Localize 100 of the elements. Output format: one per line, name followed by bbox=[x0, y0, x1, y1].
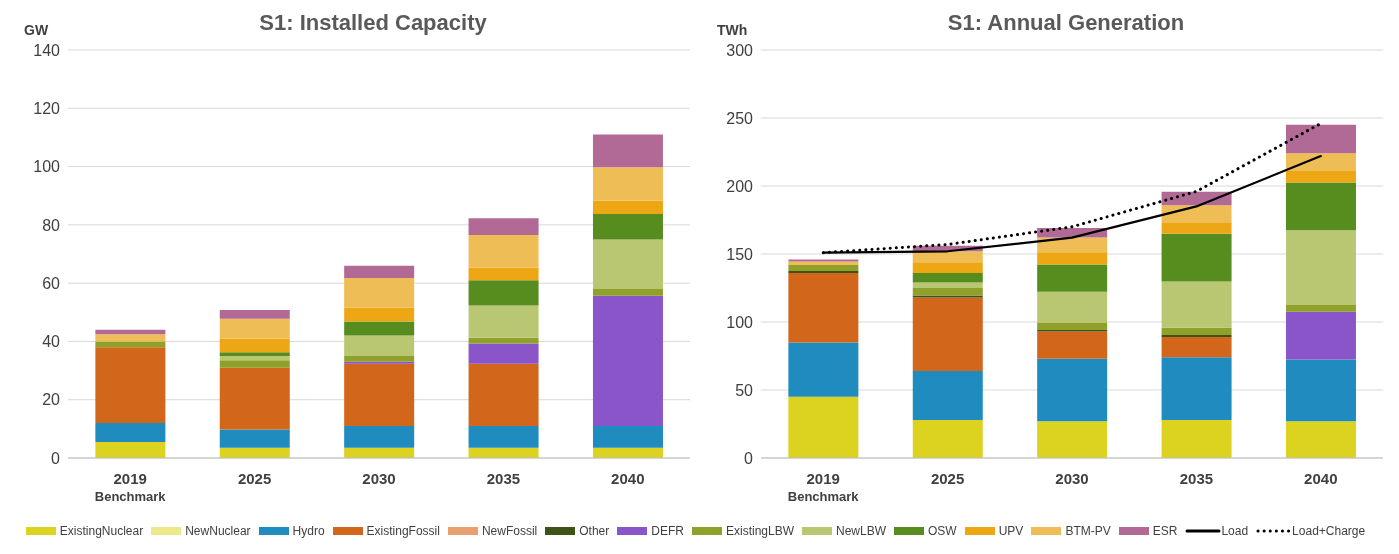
bar bbox=[592, 167, 663, 201]
legend-label: Load+Charge bbox=[1292, 524, 1366, 538]
y-tick-label: 100 bbox=[726, 313, 754, 331]
legend-label: NewLBW bbox=[836, 524, 887, 538]
legend-label: OSW bbox=[928, 524, 957, 538]
bar bbox=[219, 318, 290, 339]
bar bbox=[912, 419, 983, 458]
bar bbox=[788, 273, 859, 343]
bar bbox=[219, 360, 290, 368]
y-tick-label: 50 bbox=[735, 381, 754, 399]
bar bbox=[1037, 264, 1108, 292]
bar bbox=[1037, 323, 1108, 330]
bar bbox=[592, 425, 663, 448]
legend-label: DEFR bbox=[651, 524, 684, 538]
bar bbox=[1037, 358, 1108, 422]
bar bbox=[344, 363, 415, 426]
chart-title: S1: Installed Capacity bbox=[259, 10, 487, 35]
bar bbox=[912, 273, 983, 283]
bar bbox=[95, 441, 166, 458]
bar bbox=[592, 200, 663, 215]
bar bbox=[468, 305, 539, 338]
y-tick-label: 40 bbox=[42, 333, 61, 351]
bar bbox=[1037, 421, 1108, 458]
bar bbox=[788, 271, 859, 274]
legend-label: ESR bbox=[1152, 524, 1178, 538]
x-tick-label: 2035 bbox=[486, 470, 521, 487]
legend-label: NewFossil bbox=[481, 524, 538, 538]
x-tick-label: 2025 bbox=[930, 470, 965, 487]
bar bbox=[468, 343, 539, 364]
bar bbox=[468, 425, 539, 448]
legend-label: ExistingLBW bbox=[725, 524, 794, 538]
bar bbox=[95, 334, 166, 342]
bar bbox=[344, 425, 415, 448]
bar bbox=[1285, 182, 1356, 231]
x-tick-label: 2035 bbox=[1179, 470, 1214, 487]
bar bbox=[788, 342, 859, 397]
y-tick-label: 20 bbox=[42, 391, 61, 409]
x-tick-label: 2025 bbox=[237, 470, 272, 487]
bar bbox=[912, 282, 983, 288]
x-tick-label: 2030 bbox=[1055, 470, 1089, 487]
legend-label: UPV bbox=[998, 524, 1024, 538]
bar bbox=[1161, 281, 1232, 328]
bar bbox=[344, 265, 415, 278]
bar bbox=[219, 429, 290, 448]
y-tick-label: 80 bbox=[42, 216, 61, 234]
y-tick-label: 200 bbox=[726, 177, 754, 195]
bar bbox=[1161, 205, 1232, 223]
bar bbox=[1037, 237, 1108, 253]
bar bbox=[95, 423, 166, 442]
bar bbox=[1285, 124, 1356, 154]
bar bbox=[592, 214, 663, 240]
bar bbox=[344, 277, 415, 308]
bar bbox=[219, 309, 290, 319]
y-tick-label: 100 bbox=[33, 158, 61, 176]
y-tick-label: 120 bbox=[33, 99, 61, 117]
bar bbox=[788, 396, 859, 458]
bar bbox=[1161, 233, 1232, 282]
bar bbox=[788, 264, 859, 271]
bar bbox=[1037, 331, 1108, 359]
bar bbox=[95, 341, 166, 348]
legend-label: Hydro bbox=[292, 524, 325, 538]
bar bbox=[1037, 291, 1108, 324]
y-tick-label: 60 bbox=[42, 274, 61, 292]
bar bbox=[912, 370, 983, 420]
bar bbox=[344, 356, 415, 362]
bar bbox=[219, 367, 290, 430]
bar bbox=[1161, 222, 1232, 234]
bar bbox=[1285, 170, 1356, 183]
y-tick-label: 250 bbox=[726, 109, 754, 127]
y-tick-label: 300 bbox=[726, 41, 754, 59]
bar bbox=[912, 262, 983, 274]
bar bbox=[219, 338, 290, 353]
y-axis-title: TWh bbox=[717, 22, 748, 38]
bar bbox=[1161, 336, 1232, 358]
legend-label: ExistingNuclear bbox=[59, 524, 144, 538]
bar bbox=[95, 329, 166, 335]
legend-label: BTM-PV bbox=[1065, 524, 1111, 538]
bar bbox=[912, 297, 983, 371]
bar bbox=[1285, 230, 1356, 305]
x-tick-label: 2030 bbox=[362, 470, 396, 487]
legend-label: NewNuclear bbox=[185, 524, 251, 538]
bar bbox=[1285, 421, 1356, 458]
bar bbox=[1161, 357, 1232, 420]
bar bbox=[912, 295, 983, 298]
bar bbox=[468, 235, 539, 268]
bar bbox=[912, 288, 983, 296]
bar bbox=[344, 307, 415, 322]
y-tick-label: 0 bbox=[51, 449, 61, 467]
bar bbox=[1161, 419, 1232, 458]
bar bbox=[1161, 334, 1232, 337]
bar bbox=[344, 361, 415, 364]
bar bbox=[912, 251, 983, 263]
bar bbox=[592, 239, 663, 289]
legend-label: Other bbox=[579, 524, 610, 538]
bar bbox=[468, 267, 539, 281]
bar bbox=[1285, 305, 1356, 312]
chart-title: S1: Annual Generation bbox=[947, 10, 1185, 35]
y-tick-label: 150 bbox=[726, 245, 754, 263]
bar bbox=[344, 335, 415, 356]
bar bbox=[1285, 359, 1356, 422]
